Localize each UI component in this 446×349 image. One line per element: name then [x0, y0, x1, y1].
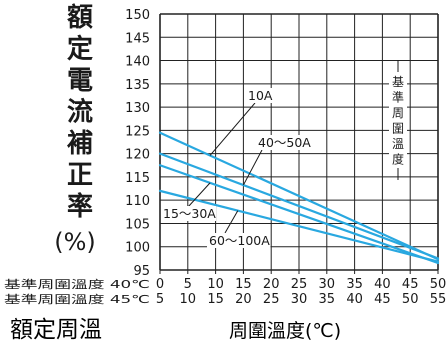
- x-tick-label: 30: [291, 292, 308, 307]
- y-axis-unit: (%): [54, 228, 96, 256]
- annotation-leader: [224, 210, 239, 234]
- x-tick-label: 40: [374, 277, 391, 292]
- x-tick-label: 45: [374, 292, 391, 307]
- series-line-1: [158, 152, 440, 260]
- x-tick-label: 10: [180, 292, 197, 307]
- annotation-leader: [187, 182, 211, 208]
- x-tick-label: 5: [184, 277, 192, 292]
- reference-label-char: 圍: [392, 122, 404, 136]
- bottom-title: 額定周溫: [10, 317, 102, 343]
- x-tick-label: 20: [263, 277, 280, 292]
- reference-temperature-marker: 基準周圍溫度: [389, 60, 407, 180]
- series-line-0: [158, 131, 440, 261]
- reference-label-char: 周: [392, 106, 404, 120]
- x-tick-label: 35: [346, 277, 363, 292]
- y-axis-title-char: 流: [67, 98, 93, 128]
- annotation-label: 60～100A: [209, 233, 270, 248]
- x-tick-label: 45: [402, 277, 419, 292]
- x-tick-label: 25: [263, 292, 280, 307]
- x-tick-label: 5: [156, 292, 164, 307]
- y-tick-label: 140: [125, 55, 150, 70]
- y-tick-label: 120: [125, 148, 150, 163]
- x-tick-label: 50: [430, 277, 446, 292]
- y-tick-label: 130: [125, 101, 150, 116]
- y-tick-label: 135: [125, 78, 150, 93]
- x-tick-label: 40: [346, 292, 363, 307]
- y-axis-title-char: 正: [67, 161, 93, 191]
- x-tick-label: 25: [291, 277, 308, 292]
- x-tick-label: 0: [156, 277, 164, 292]
- annotation-background: [246, 88, 276, 103]
- x-tick-label: 15: [235, 277, 252, 292]
- reference-label-char: 基: [392, 75, 404, 89]
- reference-label-char: 溫: [392, 137, 404, 151]
- y-tick-label: 105: [125, 217, 150, 232]
- annotation-label: 10A: [248, 88, 273, 103]
- annotation-leader: [242, 149, 263, 186]
- reference-label-background: [389, 72, 407, 168]
- x-tick-label: 10: [207, 277, 224, 292]
- y-tick-label: 150: [125, 8, 150, 23]
- y-axis-title-char: 率: [67, 191, 93, 222]
- y-tick-label: 145: [125, 31, 150, 46]
- y-tick-labels: 95 100 105 110 115 120 125 130 135 140 145 150: [125, 8, 150, 279]
- x-row-label: 基準周圍溫度 45℃: [4, 292, 150, 306]
- x-row-label: 基準周圍溫度 40℃: [4, 277, 150, 291]
- x-tick-label: 15: [207, 292, 224, 307]
- y-tick-label: 125: [125, 124, 150, 139]
- annotation-leader: [209, 102, 256, 156]
- annotation-label: 15～30A: [163, 206, 216, 221]
- annotation-background: [256, 135, 311, 150]
- reference-label-char: 準: [392, 90, 404, 105]
- series-line-3: [158, 189, 440, 263]
- y-axis-title-char: 定: [67, 34, 93, 65]
- y-tick-label: 95: [133, 264, 150, 279]
- y-tick-label: 115: [125, 171, 150, 186]
- reference-label-char: 度: [392, 152, 404, 167]
- annotation-label: 40～50A: [258, 135, 311, 150]
- x-tick-label: 55: [430, 292, 446, 307]
- y-axis-title-char: 電: [67, 66, 93, 96]
- annotation-background: [161, 206, 216, 221]
- y-tick-label: 110: [125, 194, 150, 209]
- series-annotations: 10A 40～50A 15～30A 60～100A: [161, 88, 311, 248]
- x-tick-label: 30: [319, 277, 336, 292]
- y-axis-title-char: 補: [66, 129, 93, 159]
- x-tick-label: 20: [235, 292, 252, 307]
- x-tick-label: 35: [319, 292, 336, 307]
- x-tick-label: 50: [402, 292, 419, 307]
- series-lines: [158, 131, 440, 265]
- y-tick-label: 100: [125, 241, 150, 256]
- x-axis-title: 周圍溫度(℃): [229, 320, 341, 342]
- series-line-2: [158, 164, 440, 265]
- y-axis-title-char: 額: [67, 3, 93, 33]
- annotation-background: [207, 233, 271, 248]
